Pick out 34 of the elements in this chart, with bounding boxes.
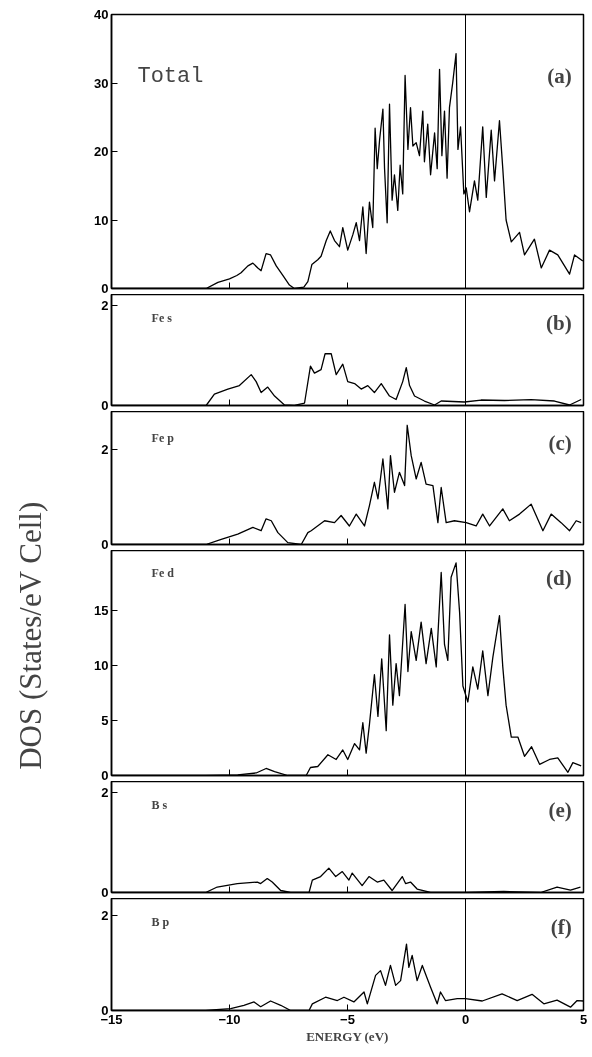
annotation: (e) (548, 798, 572, 823)
y-tick-label: 0 (101, 281, 109, 296)
y-tick-label: 2 (101, 298, 109, 314)
annotation: (f) (550, 915, 572, 940)
x-tick-label: −5 (340, 1011, 355, 1027)
x-axis-title: ENERGY (eV) (306, 1028, 389, 1044)
y-tick-label: 0 (101, 768, 109, 783)
y-tick-label: 0 (101, 885, 109, 900)
annotation: (a) (547, 63, 572, 88)
y-tick-label: 2 (101, 442, 109, 457)
annotation: Fe d (151, 566, 175, 581)
y-tick-label: 10 (94, 658, 109, 674)
annotation: B s (151, 798, 168, 813)
y-tick-label: 20 (94, 144, 109, 159)
y-axis-title: DOS (States/eV Cell) (13, 501, 49, 770)
y-tick-label: 30 (94, 75, 109, 91)
y-tick-label: 0 (101, 398, 109, 413)
y-tick-label: 0 (101, 537, 109, 552)
annotation: (c) (548, 431, 572, 456)
annotation: Fe p (151, 431, 175, 446)
x-tick-label: 0 (461, 1011, 470, 1027)
x-tick-label: 5 (579, 1011, 588, 1027)
annotation: Total (137, 63, 204, 89)
y-tick-label: 15 (94, 603, 109, 619)
y-tick-label: 2 (101, 908, 109, 924)
y-tick-label: 2 (101, 785, 109, 801)
annotation: (d) (546, 566, 572, 591)
y-tick-label: 40 (94, 7, 109, 22)
annotation: (b) (546, 311, 572, 336)
annotation: Fe s (151, 311, 173, 326)
annotation: B p (151, 915, 170, 930)
y-tick-label: 10 (94, 212, 109, 228)
y-tick-label: 5 (101, 713, 109, 729)
x-tick-label: −10 (218, 1011, 241, 1027)
